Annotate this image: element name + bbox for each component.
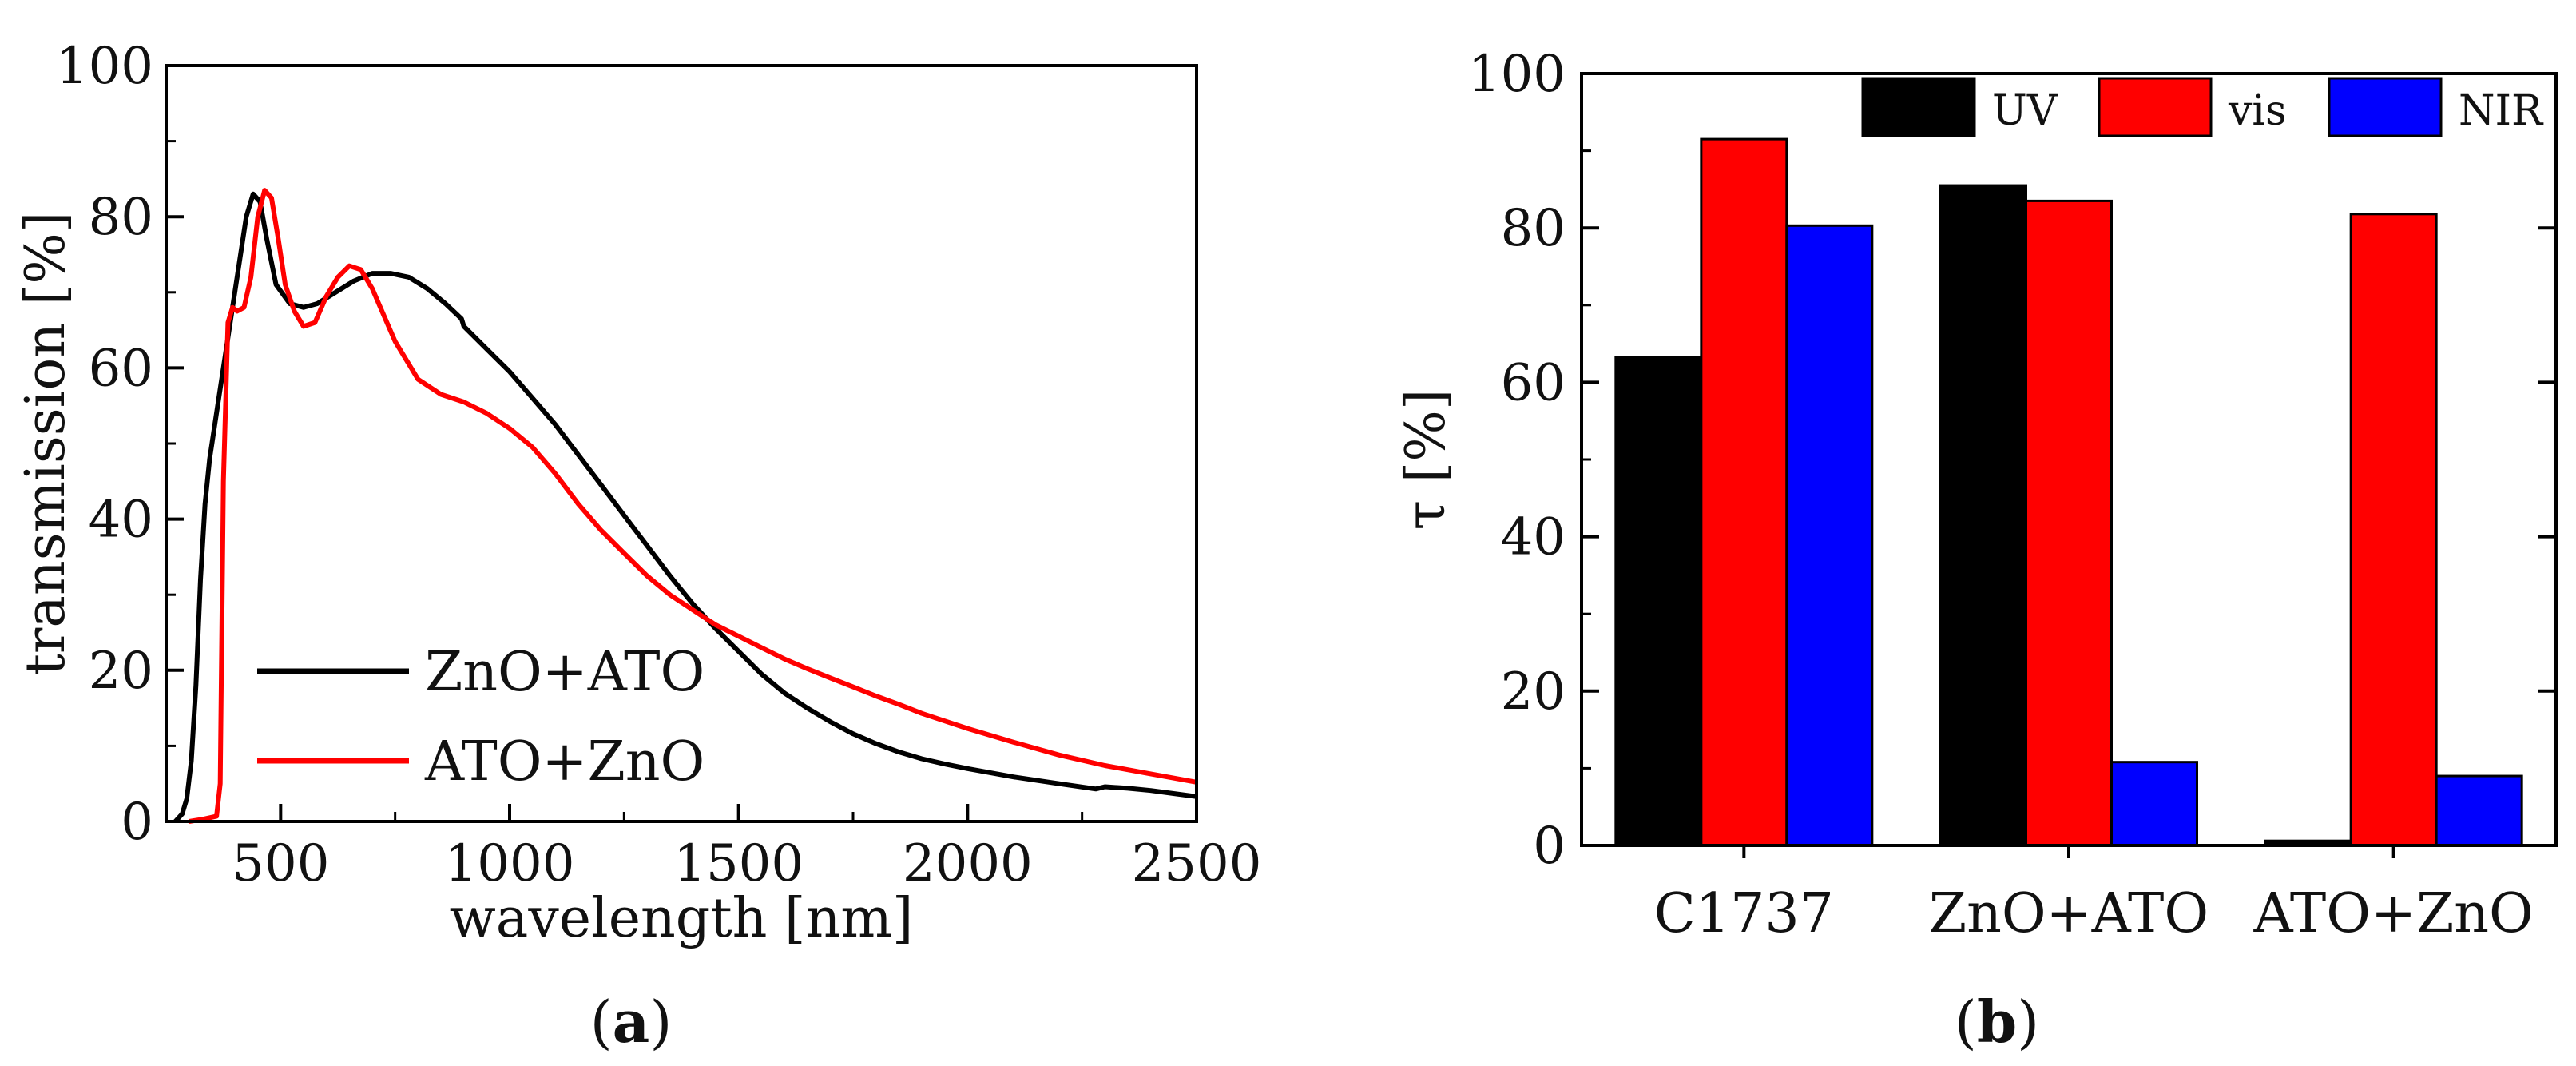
legend-label-uv: UV — [1992, 87, 2058, 135]
panel-b-category-labels: C1737 ZnO+ATO ATO+ZnO — [1654, 882, 2534, 945]
panel-a-plot-frame — [165, 64, 1198, 823]
y-tick-label: 60 — [89, 339, 153, 398]
panel-b-caption: (b) — [1955, 988, 2040, 1056]
legend-swatch-uv — [1861, 77, 1976, 137]
panel-a-x-axis-label: wavelength [nm] — [450, 887, 914, 950]
y-tick-label: 0 — [1533, 817, 1566, 876]
panel-b-caption-letter: b — [1977, 988, 2017, 1056]
bar-uv-zno-ato — [1939, 184, 2027, 847]
panel-b-bar-chart: 0 20 40 60 80 100 C1737 ZnO+ATO ATO+ZnO UV vis NI… — [1395, 45, 2558, 1056]
panel-b-legend: UV vis NIR — [1861, 77, 2544, 137]
panel-b-tick-labels: 0 20 40 60 80 100 — [1468, 45, 1566, 876]
y-tick-label: 20 — [89, 642, 153, 701]
x-tick-label: 500 — [232, 834, 329, 893]
bar-vis-zno-ato — [2025, 199, 2113, 847]
y-tick-label: 100 — [56, 37, 153, 96]
panel-a-y-axis-label: transmission [%] — [14, 212, 77, 676]
y-tick-label: 0 — [121, 793, 153, 852]
bar-nir-zno-ato — [2110, 761, 2198, 847]
bar-nir-c1737 — [1785, 224, 1874, 847]
bar-uv-c1737 — [1614, 356, 1703, 847]
y-tick-label: 40 — [89, 491, 153, 550]
y-tick-label: 100 — [1468, 45, 1566, 104]
legend-swatch-nir — [2328, 77, 2443, 137]
category-label: C1737 — [1654, 882, 1834, 945]
panel-a-series — [173, 188, 1197, 824]
panel-a-legend: ZnO+ATO ATO+ZnO — [257, 641, 705, 794]
x-tick-label: 1500 — [673, 834, 804, 893]
legend-label-vis: vis — [2228, 87, 2287, 135]
y-tick-label: 80 — [1501, 199, 1566, 258]
bar-vis-c1737 — [1700, 137, 1788, 847]
y-tick-label: 80 — [89, 188, 153, 247]
x-tick-label: 1000 — [445, 834, 575, 893]
panel-a-caption: (a) — [590, 988, 673, 1056]
y-tick-label: 40 — [1501, 508, 1566, 567]
bar-vis-ato-zno — [2349, 213, 2438, 847]
y-tick-label: 60 — [1501, 353, 1566, 412]
panel-b-plot-frame — [1580, 72, 2558, 847]
panel-a-ticks — [166, 64, 1198, 823]
bar-nir-ato-zno — [2435, 774, 2523, 847]
series-line-ato-zno — [189, 188, 1197, 824]
panel-b-y-axis-label: τ [%] — [1395, 389, 1458, 531]
legend-label-nir: NIR — [2459, 87, 2544, 135]
panel-a-line-chart: 0 20 40 60 80 100 500 1000 1500 2000 2500 ZnO+ATO A… — [14, 37, 1261, 1056]
legend-label-zno-ato: ZnO+ATO — [425, 641, 705, 704]
x-tick-label: 2000 — [903, 834, 1033, 893]
x-tick-label: 2500 — [1132, 834, 1262, 893]
panel-a-tick-labels: 0 20 40 60 80 100 500 1000 1500 2000 2500 — [56, 37, 1262, 893]
panel-b-bars — [1614, 137, 2523, 847]
legend-label-ato-zno: ATO+ZnO — [424, 730, 705, 794]
category-label: ZnO+ATO — [1929, 882, 2209, 945]
panel-a-caption-letter: a — [613, 988, 650, 1056]
y-tick-label: 20 — [1501, 662, 1566, 722]
category-label: ATO+ZnO — [2253, 882, 2534, 945]
legend-swatch-vis — [2098, 77, 2213, 137]
